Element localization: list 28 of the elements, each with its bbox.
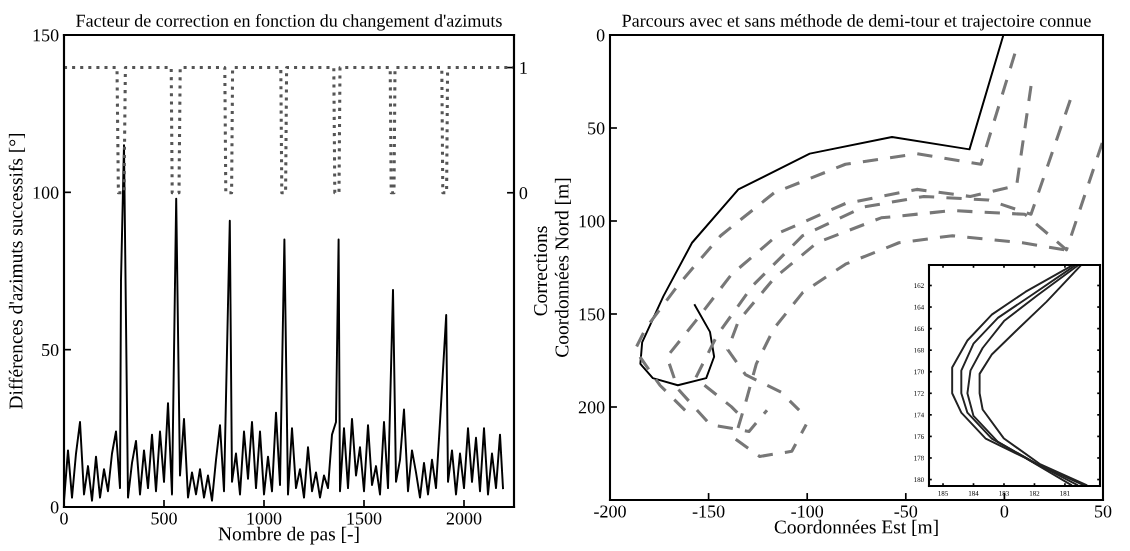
- y-tick-label: 100: [33, 186, 59, 199]
- y2-axis-title: Corrections: [534, 226, 548, 316]
- y-tick-label: 150: [579, 308, 605, 321]
- x-tick-label: -200: [594, 505, 626, 518]
- y-tick-label: 200: [578, 401, 605, 414]
- x-tick-label: 50: [1095, 505, 1112, 518]
- x-tick-label: 0: [60, 512, 68, 525]
- x-tick-label: -50: [894, 505, 918, 518]
- x-tick-label: 2000: [446, 512, 482, 525]
- y-tick-label: 100: [579, 215, 605, 228]
- x-tick-label: -150: [692, 505, 725, 518]
- x-tick-label: 0: [1000, 505, 1009, 518]
- x-tick-label: 500: [151, 512, 177, 525]
- chart-title: Parcours avec et sans méthode de demi-tour et trajectoire connue: [622, 14, 1091, 31]
- y-axis-title: Différences d'azimuts successifs [°]: [8, 133, 25, 409]
- chart-title: Facteur de correction en fonction du changement d'azimuts: [76, 13, 502, 31]
- x-tick-label: 1000: [247, 512, 282, 525]
- y2-tick-label: 0: [519, 187, 528, 200]
- y-tick-label: 0: [596, 29, 605, 42]
- y-tick-label: 50: [588, 122, 605, 135]
- y-axis-title: Coordonnées Nord [m]: [554, 178, 571, 357]
- x-axis-title: Nombre de pas [-]: [218, 526, 359, 545]
- y-tick-label: 150: [33, 29, 59, 42]
- x-axis-title: Coordonnées Est [m]: [774, 519, 938, 536]
- x-tick-label: 1500: [347, 512, 382, 525]
- y-tick-label: 50: [42, 343, 59, 357]
- y2-tick-label: 1: [520, 61, 527, 74]
- x-tick-label: -100: [791, 505, 824, 518]
